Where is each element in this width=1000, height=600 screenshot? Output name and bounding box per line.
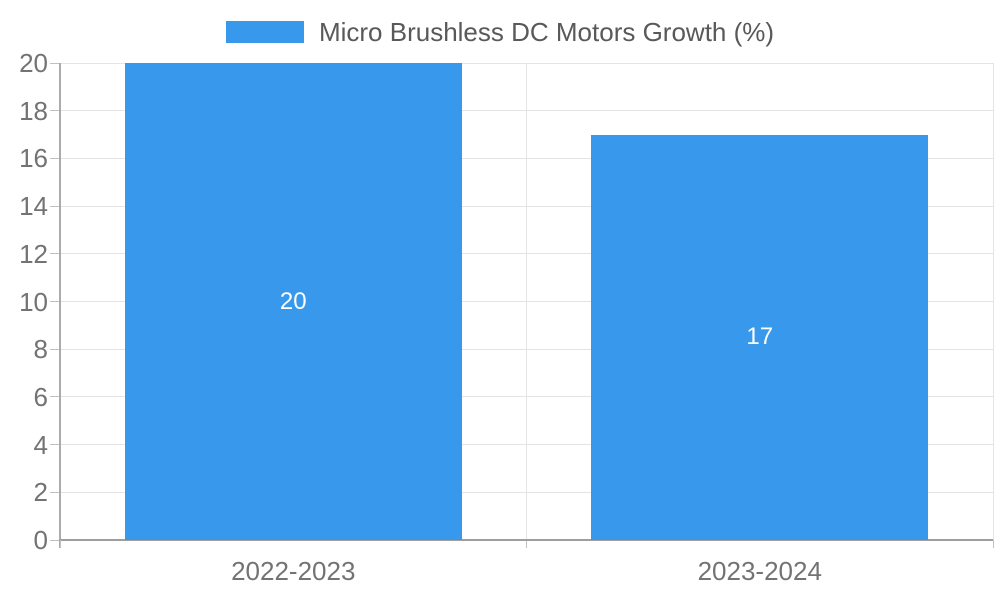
y-axis-tick <box>50 301 60 302</box>
x-axis-tick <box>59 540 61 548</box>
legend-color-swatch <box>225 21 304 43</box>
vertical-gridline <box>992 63 994 540</box>
y-tick-label: 20 <box>19 48 48 78</box>
y-axis-tick <box>50 396 60 398</box>
y-tick-label: 16 <box>19 143 48 174</box>
y-axis-tick <box>50 157 60 159</box>
y-tick-label: 10 <box>19 286 48 317</box>
y-tick-label: 18 <box>19 95 48 126</box>
y-axis-tick <box>50 62 60 64</box>
y-tick-label: 0 <box>33 525 48 555</box>
bar <box>591 134 929 540</box>
y-axis-tick <box>50 539 60 541</box>
y-axis-tick <box>50 444 60 446</box>
bar-value-label: 17 <box>746 323 774 351</box>
y-axis-tick <box>50 205 60 207</box>
y-axis-tick <box>50 491 60 493</box>
legend-label: Micro Brushless DC Motors Growth (%) <box>318 16 775 47</box>
y-axis-tick <box>50 253 60 255</box>
bar-value-label: 20 <box>279 287 307 315</box>
vertical-gridline <box>526 63 527 540</box>
y-tick-label: 14 <box>19 191 48 222</box>
chart-legend: Micro Brushless DC Motors Growth (%) <box>0 16 1000 47</box>
y-axis-tick <box>50 348 60 350</box>
x-category-label: 2022-2023 <box>231 556 356 586</box>
x-axis-tick <box>526 540 527 548</box>
x-category-label: 2023-2024 <box>697 556 822 586</box>
x-axis-tick <box>992 540 994 548</box>
y-tick-label: 4 <box>33 429 48 460</box>
y-tick-label: 6 <box>33 381 48 412</box>
x-axis-line <box>59 539 993 541</box>
y-tick-label: 12 <box>19 238 48 269</box>
bar <box>124 63 462 540</box>
y-axis-tick <box>50 110 60 112</box>
y-tick-label: 2 <box>33 477 48 508</box>
y-tick-label: 8 <box>33 334 48 365</box>
y-axis-line <box>59 63 61 548</box>
